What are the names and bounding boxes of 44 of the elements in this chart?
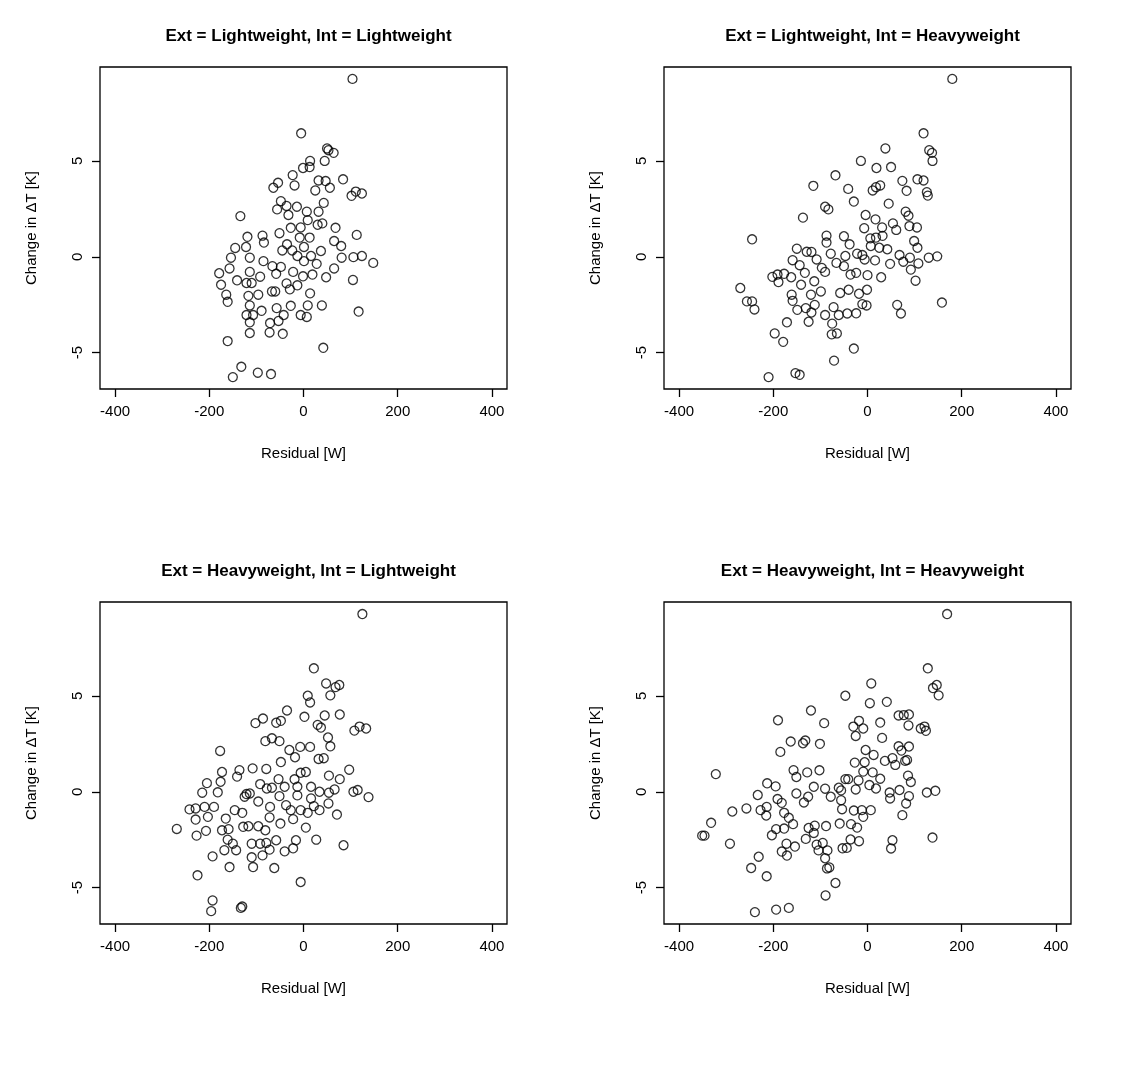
y-tick-label: -5 — [68, 345, 85, 360]
x-axis-title: Residual [W] — [260, 979, 347, 996]
x-axis-title: Residual [W] — [824, 444, 911, 461]
x-tick-label: 200 — [385, 402, 411, 419]
y-tick-label: -5 — [632, 880, 649, 895]
x-tick-label: 400 — [1043, 402, 1069, 419]
chart-title: Ext = Lightweight, Int = Lightweight — [165, 26, 452, 45]
x-tick-label: 400 — [479, 402, 505, 419]
x-tick-label: 200 — [949, 937, 975, 954]
y-tick-label: 5 — [68, 156, 85, 166]
y-tick-label: -5 — [632, 345, 649, 360]
x-tick-label: 0 — [299, 937, 308, 954]
x-tick-label: 0 — [863, 402, 872, 419]
x-tick-label: -400 — [664, 402, 695, 419]
y-tick-label: 0 — [632, 787, 649, 796]
x-tick-label: -200 — [758, 937, 789, 954]
x-tick-label: 200 — [949, 402, 975, 419]
y-tick-label: 0 — [68, 787, 85, 796]
y-axis-title: Change in ΔT [K] — [586, 171, 603, 285]
y-tick-label: 5 — [632, 691, 649, 701]
x-tick-label: -400 — [664, 937, 695, 954]
chart-title: Ext = Heavyweight, Int = Lightweight — [161, 561, 457, 580]
x-tick-label: 200 — [385, 937, 411, 954]
y-tick-label: -5 — [68, 880, 85, 895]
x-tick-label: -200 — [194, 402, 225, 419]
y-tick-label: 0 — [68, 252, 85, 261]
x-tick-label: -200 — [758, 402, 789, 419]
x-tick-label: -200 — [194, 937, 225, 954]
chart-title: Ext = Lightweight, Int = Heavyweight — [725, 26, 1021, 45]
y-tick-label: 5 — [68, 691, 85, 701]
x-tick-label: -400 — [100, 402, 131, 419]
y-axis-title: Change in ΔT [K] — [22, 171, 39, 285]
y-tick-label: 5 — [632, 156, 649, 166]
x-tick-label: 400 — [479, 937, 505, 954]
chart-title: Ext = Heavyweight, Int = Heavyweight — [720, 561, 1025, 580]
x-tick-label: 0 — [863, 937, 872, 954]
x-axis-title: Residual [W] — [260, 444, 347, 461]
y-axis-title: Change in ΔT [K] — [22, 706, 39, 820]
x-tick-label: 0 — [299, 402, 308, 419]
y-axis-title: Change in ΔT [K] — [586, 706, 603, 820]
x-tick-label: -400 — [100, 937, 131, 954]
y-tick-label: 0 — [632, 252, 649, 261]
x-tick-label: 400 — [1043, 937, 1069, 954]
x-axis-title: Residual [W] — [824, 979, 911, 996]
